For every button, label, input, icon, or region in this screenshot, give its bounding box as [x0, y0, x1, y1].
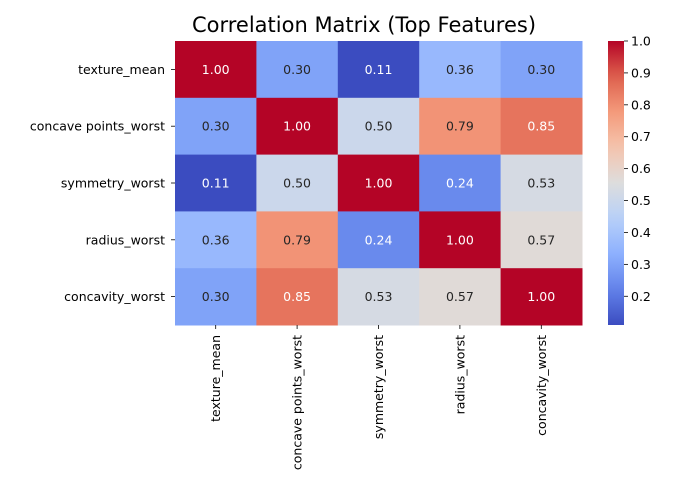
heatmap-cell — [337, 97, 420, 156]
colorbar-ticks: 0.2 0.3 0.4 0.5 0.6 0.7 0.8 0.9 1.0 — [624, 34, 651, 304]
cell-value-label: 0.30 — [527, 62, 555, 77]
cell-value-label: 0.24 — [446, 176, 474, 191]
heatmap-cell — [256, 211, 339, 269]
column-label: symmetry_worst — [371, 335, 386, 439]
row-label: symmetry_worst — [61, 176, 165, 191]
heatmap-cell — [500, 154, 583, 212]
column-label: radius_worst — [452, 335, 467, 414]
cell-value-label: 0.79 — [446, 119, 474, 134]
heatmap-cell — [500, 41, 583, 99]
heatmap-cell — [256, 154, 339, 212]
cell-value-label: 0.79 — [283, 232, 311, 247]
cell-value-label: 1.00 — [365, 176, 393, 191]
column-labels: texture_mean concave points_worst symmetry… — [208, 325, 549, 470]
row-label: radius_worst — [86, 232, 165, 247]
colorbar-tick-label: 0.3 — [631, 257, 651, 272]
column-label: concave points_worst — [290, 335, 305, 470]
colorbar — [608, 41, 624, 325]
row-label: concavity_worst — [64, 289, 165, 304]
cell-value-label: 0.85 — [283, 289, 311, 304]
cell-value-label: 0.53 — [365, 289, 393, 304]
heatmap-cell — [175, 268, 257, 326]
heatmap-cells: 1.00 0.30 0.11 0.36 0.30 0.30 1.00 0.50 0.79 0.85… — [175, 41, 583, 326]
cell-value-label: 0.57 — [527, 232, 555, 247]
heatmap-cell — [337, 211, 420, 269]
heatmap-cell — [337, 268, 420, 326]
heatmap-cell — [256, 268, 339, 326]
heatmap-cell — [175, 41, 257, 99]
cell-value-label: 0.50 — [283, 176, 311, 191]
cell-value-label: 0.30 — [202, 119, 230, 134]
cell-value-label: 0.24 — [365, 232, 393, 247]
cell-value-label: 0.36 — [202, 232, 230, 247]
cell-value-label: 0.50 — [365, 119, 393, 134]
heatmap-cell — [337, 41, 420, 99]
colorbar-tick-label: 1.0 — [631, 34, 651, 49]
heatmap-cell — [419, 211, 502, 269]
colorbar-tick-label: 0.8 — [631, 97, 651, 112]
heatmap-cell — [419, 154, 502, 212]
cell-value-label: 1.00 — [527, 289, 555, 304]
heatmap-cell — [337, 154, 420, 212]
heatmap-cell — [500, 97, 583, 156]
heatmap-cell — [256, 41, 339, 99]
colorbar-tick-label: 0.9 — [631, 65, 651, 80]
row-label: texture_mean — [78, 62, 165, 77]
colorbar-tick-label: 0.6 — [631, 161, 651, 176]
column-label: concavity_worst — [534, 335, 549, 436]
colorbar-tick-label: 0.2 — [631, 289, 651, 304]
row-label: concave points_worst — [30, 119, 165, 134]
cell-value-label: 0.30 — [283, 62, 311, 77]
chart-title: Correlation Matrix (Top Features) — [192, 13, 536, 37]
cell-value-label: 0.57 — [446, 289, 474, 304]
heatmap-cell — [175, 154, 257, 212]
cell-value-label: 0.11 — [365, 62, 393, 77]
colorbar-tick-label: 0.5 — [631, 193, 651, 208]
cell-value-label: 0.53 — [527, 176, 555, 191]
heatmap-cell — [419, 41, 502, 99]
cell-value-label: 0.11 — [202, 176, 230, 191]
heatmap-cell — [500, 268, 583, 326]
colorbar-tick-label: 0.7 — [631, 129, 651, 144]
cell-value-label: 0.85 — [527, 119, 555, 134]
heatmap-cell — [175, 97, 257, 156]
heatmap-cell — [419, 268, 502, 326]
cell-value-label: 1.00 — [202, 62, 230, 77]
cell-value-label: 1.00 — [283, 119, 311, 134]
heatmap-cell — [175, 211, 257, 269]
column-label: texture_mean — [208, 335, 223, 422]
colorbar-tick-label: 0.4 — [631, 225, 651, 240]
heatmap-cell — [256, 97, 339, 156]
heatmap-cell — [500, 211, 583, 269]
heatmap-cell — [419, 97, 502, 156]
cell-value-label: 1.00 — [446, 232, 474, 247]
cell-value-label: 0.36 — [446, 62, 474, 77]
cell-value-label: 0.30 — [202, 289, 230, 304]
